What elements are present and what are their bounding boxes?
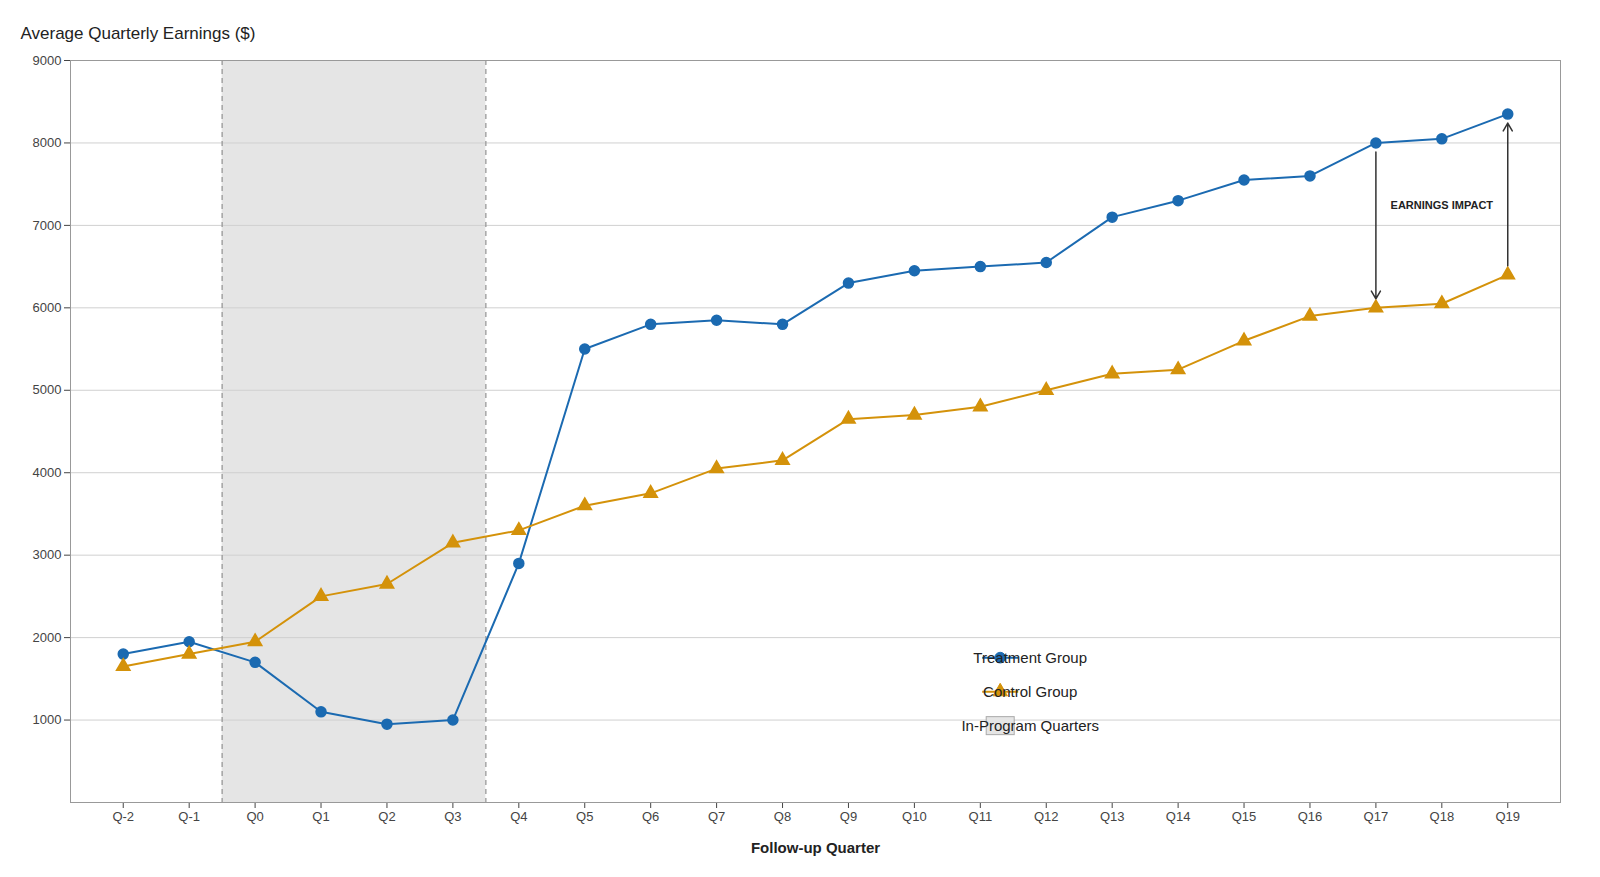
- svg-text:Q5: Q5: [576, 809, 593, 824]
- svg-text:2000: 2000: [33, 630, 62, 645]
- svg-text:Q3: Q3: [444, 809, 461, 824]
- svg-text:5000: 5000: [33, 382, 62, 397]
- svg-text:Q6: Q6: [642, 809, 659, 824]
- svg-text:Q11: Q11: [969, 809, 993, 824]
- svg-text:Q-2: Q-2: [112, 809, 134, 824]
- svg-text:Treatment Group: Treatment Group: [973, 649, 1087, 666]
- svg-text:Q19: Q19: [1495, 809, 1520, 824]
- svg-text:Q7: Q7: [708, 809, 725, 824]
- svg-text:3000: 3000: [33, 547, 62, 562]
- svg-text:Q9: Q9: [840, 809, 857, 824]
- svg-text:7000: 7000: [33, 218, 62, 233]
- svg-text:Q18: Q18: [1430, 809, 1455, 824]
- svg-text:9000: 9000: [33, 53, 62, 68]
- svg-text:Q0: Q0: [246, 809, 263, 824]
- svg-text:Q4: Q4: [510, 809, 527, 824]
- svg-text:Average Quarterly Earnings ($): Average Quarterly Earnings ($): [21, 24, 256, 43]
- svg-text:Control Group: Control Group: [983, 683, 1077, 700]
- svg-text:Q16: Q16: [1298, 809, 1323, 824]
- svg-text:In-Program Quarters: In-Program Quarters: [961, 717, 1099, 734]
- svg-text:Q2: Q2: [378, 809, 395, 824]
- svg-text:Follow-up Quarter: Follow-up Quarter: [751, 839, 880, 856]
- svg-text:Q8: Q8: [774, 809, 791, 824]
- svg-text:6000: 6000: [33, 300, 62, 315]
- svg-text:1000: 1000: [33, 712, 62, 727]
- svg-text:8000: 8000: [33, 135, 62, 150]
- svg-text:Q13: Q13: [1100, 809, 1125, 824]
- svg-text:4000: 4000: [33, 465, 62, 480]
- svg-text:Q12: Q12: [1034, 809, 1059, 824]
- svg-text:Q-1: Q-1: [178, 809, 200, 824]
- svg-text:Q17: Q17: [1364, 809, 1389, 824]
- svg-text:Q1: Q1: [312, 809, 329, 824]
- svg-text:Q15: Q15: [1232, 809, 1257, 824]
- svg-text:Q10: Q10: [902, 809, 927, 824]
- svg-text:EARNINGS IMPACT: EARNINGS IMPACT: [1391, 199, 1494, 211]
- svg-text:Q14: Q14: [1166, 809, 1191, 824]
